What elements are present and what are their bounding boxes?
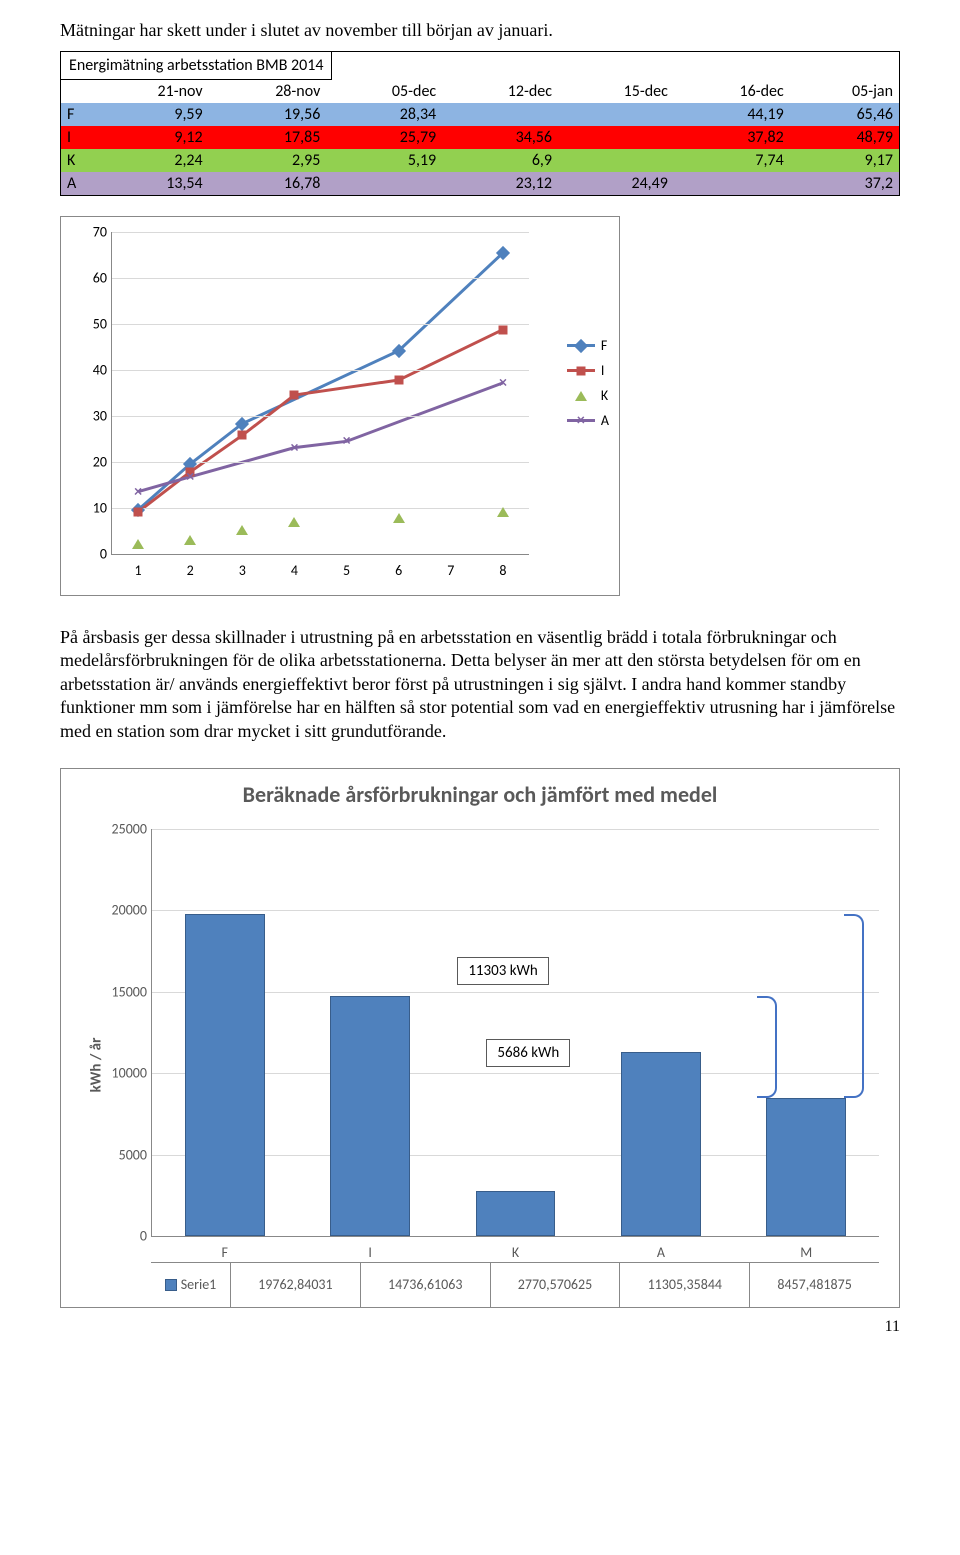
bar (185, 914, 265, 1236)
legend-item: ×A (567, 412, 609, 429)
legend-value: 14736,61063 (361, 1263, 491, 1307)
intro-text: Mätningar har skett under i slutet av no… (60, 20, 900, 41)
table-row: K2,242,955,196,97,749,17 (61, 149, 899, 172)
bar-chart-legend: Serie119762,8403114736,610632770,5706251… (151, 1262, 879, 1307)
data-table: 21-nov28-nov05-dec12-dec15-dec16-dec05-j… (61, 80, 899, 195)
line-chart: 01020304050607012345678××××× FIK×A (60, 216, 620, 596)
table-row: I9,1217,8525,7934,5637,8248,79 (61, 126, 899, 149)
bar (621, 1052, 701, 1236)
table-header (61, 80, 91, 103)
legend-value: 8457,481875 (750, 1263, 879, 1307)
bar (476, 1191, 556, 1236)
table-header: 21-nov (91, 80, 209, 103)
table-row: F9,5919,5628,3444,1965,46 (61, 103, 899, 126)
bar-chart-title: Beräknade årsförbrukningar och jämfört m… (61, 769, 899, 808)
table-header: 15-dec (558, 80, 674, 103)
legend-value: 19762,84031 (231, 1263, 361, 1307)
table-header: 12-dec (442, 80, 558, 103)
legend-item: I (567, 362, 609, 379)
table-title: Energimätning arbetsstation BMB 2014 (61, 52, 332, 80)
bar (330, 996, 410, 1236)
table-header: 16-dec (674, 80, 790, 103)
table-header: 05-dec (326, 80, 442, 103)
bar (766, 1098, 846, 1236)
page-number: 11 (60, 1318, 900, 1336)
table-header: 28-nov (209, 80, 327, 103)
bar-chart: Beräknade årsförbrukningar och jämfört m… (60, 768, 900, 1308)
legend-item: F (567, 337, 609, 354)
legend-value: 11305,35844 (620, 1263, 750, 1307)
table-row: A13,5416,7823,1224,4937,2 (61, 172, 899, 195)
legend-item: K (567, 387, 609, 404)
chart-legend: FIK ×A (567, 337, 609, 437)
body-paragraph: På årsbasis ger dessa skillnader i utrus… (60, 626, 900, 743)
data-table-container: Energimätning arbetsstation BMB 2014 21-… (60, 51, 900, 196)
legend-value: 2770,570625 (491, 1263, 621, 1307)
table-header: 05-jan (790, 80, 899, 103)
